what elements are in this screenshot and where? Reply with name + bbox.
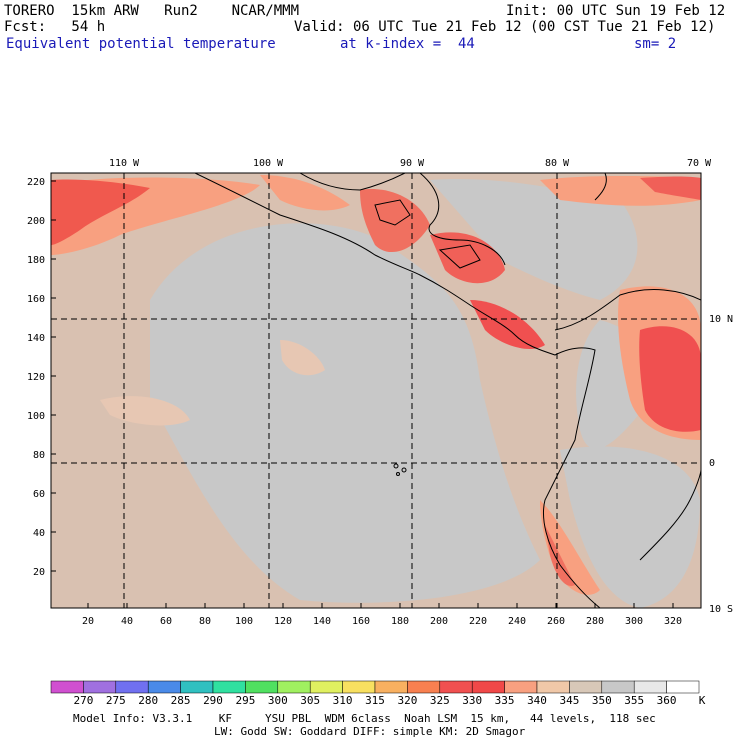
top-label-70w: 70 W [687, 158, 712, 169]
graticule [51, 173, 701, 608]
bottom-label: 80 [199, 616, 211, 627]
init-time: Init: 00 UTC Sun 19 Feb 12 [506, 3, 726, 19]
bottom-label: 240 [508, 616, 526, 627]
left-label: 140 [27, 333, 45, 344]
colorbar-label: 315 [365, 694, 385, 707]
colorbar-swatch [277, 680, 311, 694]
bottom-label: 220 [469, 616, 487, 627]
bottom-label: 180 [391, 616, 409, 627]
colorbar-swatch [180, 680, 214, 694]
bottom-label: 20 [82, 616, 94, 627]
colorbar-swatch [569, 680, 603, 694]
top-label-90w: 90 W [400, 158, 425, 169]
colorbar-swatch [50, 680, 84, 694]
colorbar-swatch [212, 680, 246, 694]
map-frame [50, 172, 702, 609]
colorbar-swatch [504, 680, 538, 694]
colorbar-label: 350 [591, 694, 612, 707]
colorbar-swatch [374, 680, 408, 694]
colorbar-swatch [407, 680, 441, 694]
left-label: 100 [27, 411, 45, 422]
bottom-label: 100 [235, 616, 253, 627]
colorbar-swatch [245, 680, 279, 694]
colorbar-label: 280 [138, 694, 159, 707]
coastline [194, 173, 701, 608]
colorbar-swatch [536, 680, 570, 694]
bottom-label: 140 [313, 616, 331, 627]
colorbar-swatch [115, 680, 149, 694]
colorbar-swatch [633, 680, 667, 694]
left-label: 220 [27, 177, 45, 188]
bottom-label: 200 [430, 616, 448, 627]
forecast-hour: Fcst: 54 h [4, 19, 106, 35]
colorbar-label: 270 [73, 694, 94, 707]
left-label: 60 [33, 489, 45, 500]
colorbar-label: 305 [300, 694, 321, 707]
colorbar-label: 325 [429, 694, 450, 707]
colorbar-label: 330 [462, 694, 483, 707]
bottom-label: 40 [121, 616, 133, 627]
colorbar-label: 310 [332, 694, 353, 707]
colorbar-swatch [471, 680, 505, 694]
top-label-80w: 80 W [545, 158, 570, 169]
colorbar-label: 335 [494, 694, 515, 707]
left-label: 180 [27, 255, 45, 266]
smoothing: sm= 2 [634, 36, 677, 52]
colorbar-label: 295 [235, 694, 256, 707]
left-label: 200 [27, 216, 45, 227]
top-label-110w: 110 W [109, 158, 140, 169]
left-ticks [51, 180, 56, 572]
colorbar-swatch [83, 680, 117, 694]
colorbar [50, 680, 700, 694]
field-name: Equivalent potential temperature [6, 36, 276, 52]
colorbar-label: 290 [203, 694, 223, 707]
colorbar-swatch [309, 680, 343, 694]
bottom-label: 320 [664, 616, 682, 627]
bottom-label: 300 [625, 616, 643, 627]
bottom-label: 280 [586, 616, 604, 627]
colorbar-label: 340 [527, 694, 547, 707]
colorbar-swatch [666, 680, 700, 694]
right-label-10n: 10 N [709, 314, 733, 325]
colorbar-label: 320 [397, 694, 418, 707]
bottom-label: 260 [547, 616, 565, 627]
colorbar-label: 355 [624, 694, 645, 707]
colorbar-label: 300 [267, 694, 288, 707]
left-label: 80 [33, 450, 45, 461]
model-info: Model Info: V3.3.1 KF YSU PBL WDM 6class… [73, 712, 656, 725]
right-label-10s: 10 S [709, 604, 733, 615]
top-label-100w: 100 W [253, 158, 284, 169]
bottom-label: 160 [352, 616, 370, 627]
bottom-ticks [87, 603, 674, 608]
colorbar-swatch [601, 680, 635, 694]
left-label: 40 [33, 528, 45, 539]
physics-info: LW: Godd SW: Goddard DIFF: simple KM: 2D… [214, 725, 526, 738]
colorbar-swatch [342, 680, 376, 694]
bottom-label: 120 [274, 616, 292, 627]
colorbar-label: 360 [656, 694, 677, 707]
left-label: 20 [33, 567, 45, 578]
colorbar-label: 275 [105, 694, 126, 707]
bottom-label: 60 [160, 616, 172, 627]
colorbar-swatch [439, 680, 473, 694]
left-label: 120 [27, 372, 45, 383]
run-title: TORERO 15km ARW Run2 NCAR/MMM [4, 3, 300, 19]
level-index: at k-index = 44 [340, 36, 475, 52]
theta-e-field [51, 173, 701, 608]
colorbar-label: 285 [170, 694, 191, 707]
valid-time: Valid: 06 UTC Tue 21 Feb 12 (00 CST Tue … [294, 19, 716, 35]
colorbar-swatch [147, 680, 181, 694]
colorbar-label: 345 [559, 694, 580, 707]
colorbar-unit: K [698, 694, 706, 707]
left-label: 160 [27, 294, 45, 305]
right-label-eq: 0 [709, 458, 715, 469]
